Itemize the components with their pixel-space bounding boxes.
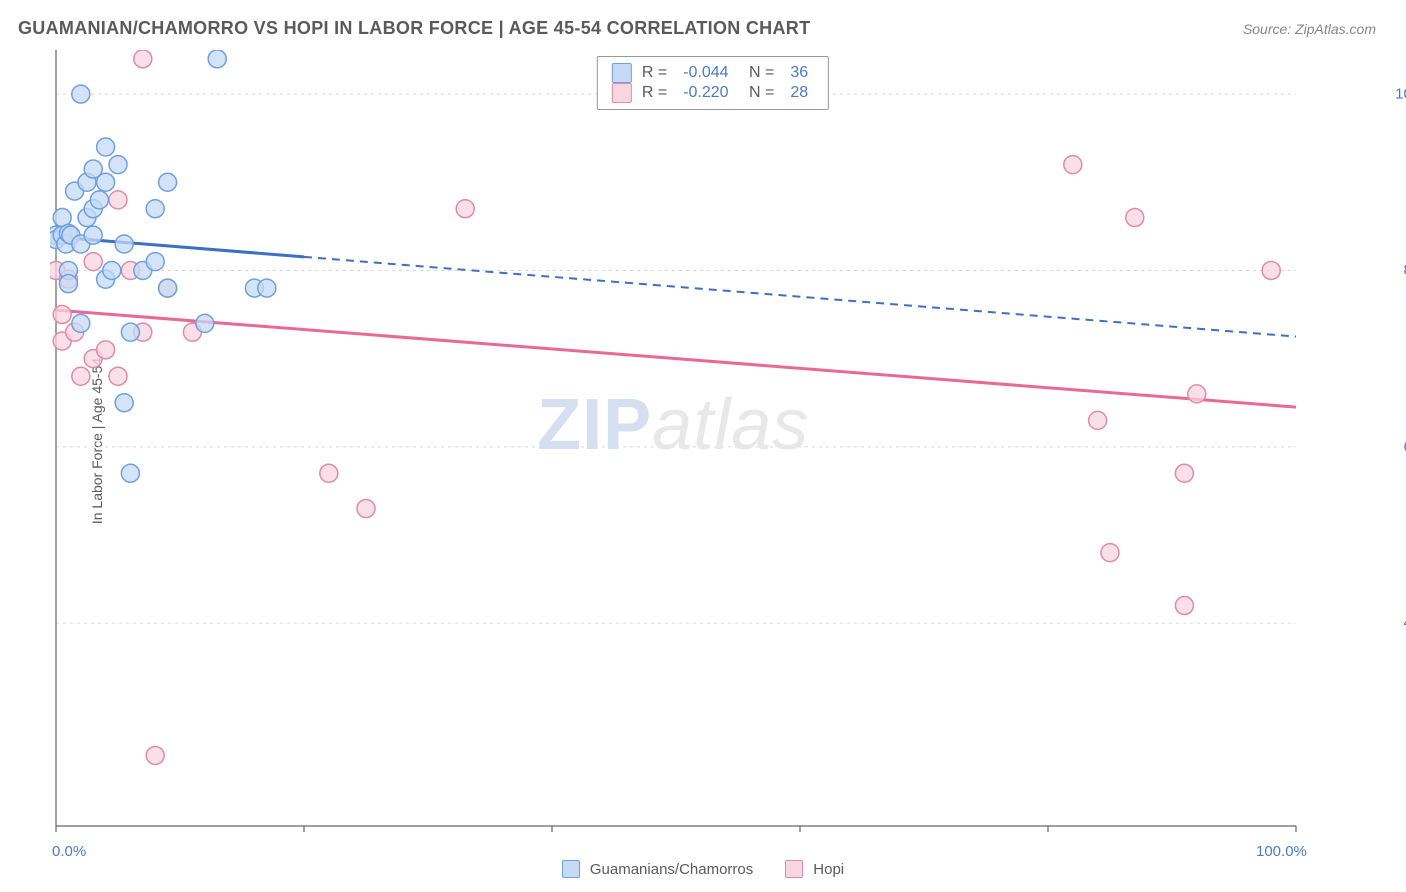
legend-item: Guamanians/Chamorros [562,860,753,878]
stats-row-series-b: R =-0.220 N =28 [612,83,814,103]
swatch-series-b [612,83,632,103]
x-tick-label: 0.0% [52,843,86,860]
bottom-legend: Guamanians/Chamorros Hopi [0,860,1406,878]
x-tick-label: 100.0% [1256,843,1307,860]
legend-label: Guamanians/Chamorros [590,861,753,878]
correlation-stats-box: R =-0.044 N =36 R =-0.220 N =28 [597,56,829,110]
chart-title: GUAMANIAN/CHAMORRO VS HOPI IN LABOR FORC… [18,18,810,39]
legend-swatch-b [785,860,803,878]
stats-row-series-a: R =-0.044 N =36 [612,63,814,83]
swatch-series-a [612,63,632,83]
legend-label: Hopi [813,861,844,878]
source-attribution: Source: ZipAtlas.com [1243,21,1376,37]
plot-area: In Labor Force | Age 45-54 ZIPatlas R =-… [50,50,1376,832]
watermark: ZIPatlas [537,384,809,466]
y-tick-label: 100.0% [1395,86,1406,103]
legend-swatch-a [562,860,580,878]
legend-item: Hopi [785,860,844,878]
chart-header: GUAMANIAN/CHAMORRO VS HOPI IN LABOR FORC… [0,0,1406,47]
